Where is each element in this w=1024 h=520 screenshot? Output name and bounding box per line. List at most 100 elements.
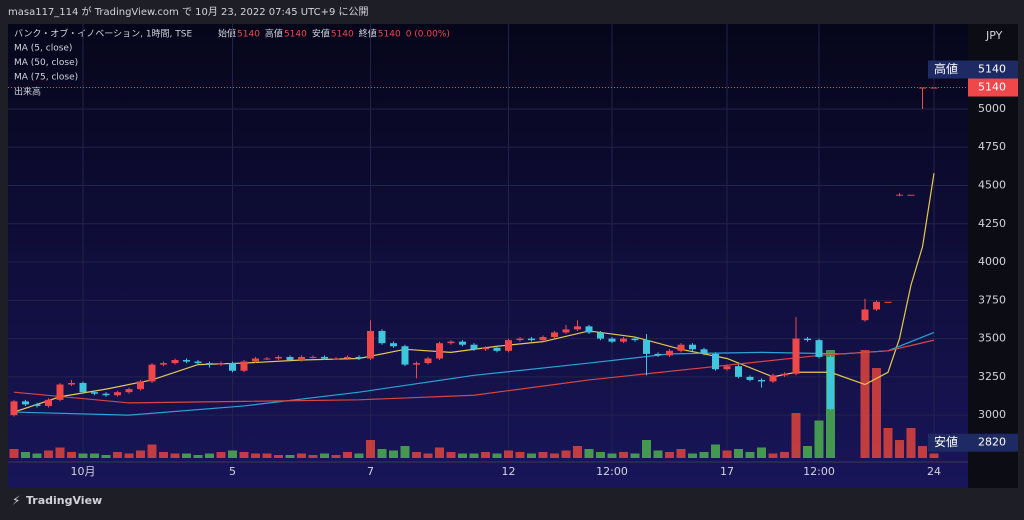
volume-bar [377,449,387,458]
legend-value: 5140 [237,30,260,40]
candle-body [102,393,110,396]
volume-bar [481,452,490,458]
candle-body [700,349,708,354]
candle-body [597,332,604,339]
candle-body [677,344,685,351]
volume-bar [331,455,341,458]
legend-ma: MA (5, close) [14,44,72,54]
volume-bar [699,452,709,458]
candle-body [10,401,18,416]
candle-body [33,404,41,406]
candle-body [746,376,754,380]
volume-bar [469,453,479,458]
candle-body [758,379,765,382]
low-label: 安値 [934,434,958,449]
candle-body [424,358,432,364]
candle-body [493,347,501,351]
y-tick-label: 4250 [978,217,1006,230]
x-tick-label: 17 [720,465,734,478]
volume-bar [412,452,421,458]
volume-bar [423,453,433,458]
volume-bar [550,453,559,458]
low-value: 2820 [978,436,1006,449]
volume-bar [147,444,157,458]
volume-bar [159,452,168,458]
candle-body [68,382,75,385]
candle-body [332,358,340,360]
candle-body [907,194,915,196]
candle-body [470,344,478,350]
candle-body [183,360,190,362]
volume-bar [297,453,306,458]
candle-body [171,360,179,364]
volume-bar [251,453,260,458]
candle-body [125,389,133,393]
candle-body [574,326,581,330]
candle-body [769,375,777,382]
volume-bar [872,368,881,458]
volume-bar [665,452,674,458]
candle-body [919,87,926,89]
volume-bar [446,452,456,458]
volume-bar [216,452,226,458]
candle-body [723,366,731,370]
legend-volume: 出来高 [14,86,41,98]
header: masa117_114 が TradingView.com で 10月 23, … [8,5,369,18]
volume-bar [803,446,812,458]
candle-body [585,326,593,333]
volume-bar [320,453,329,458]
high-label-box [928,60,1018,79]
legend-value: 5140 [378,30,401,40]
candle-body [436,343,443,359]
candle-body [896,194,903,196]
last-price: 5140 [978,81,1006,94]
candle-body [643,340,650,354]
volume-bar [515,452,525,458]
legend-value: 5140 [331,30,354,40]
candle-body [355,356,363,359]
volume-bar [124,453,134,458]
y-tick-label: 3000 [978,408,1006,421]
volume-bar [653,450,663,458]
y-tick-label: 3750 [978,293,1006,306]
volume-bar [435,447,444,458]
candle-body [344,356,351,359]
y-tick-label: 3500 [978,332,1006,345]
volume-bar [205,453,214,458]
volume-bar [791,413,801,458]
volume-bar [688,453,697,458]
currency: JPY [985,29,1003,42]
candle-body [413,363,420,365]
volume-bar [734,449,743,458]
volume-bar [285,455,295,458]
candle-body [815,340,823,357]
candle-body [551,332,558,338]
candle-body [505,340,512,351]
candle-body [229,363,236,371]
title: バンク・オブ・イノベーション, 1時間, TSE [14,28,192,40]
y-tick-label: 3250 [978,370,1006,383]
candle-body [22,401,29,405]
volume-bar [274,455,283,458]
candle-body [792,338,800,374]
candle-body [930,87,938,89]
price-axis [968,24,1018,488]
legend-value: 5140 [284,30,307,40]
volume-bar [780,452,789,458]
volume-bar [170,453,180,458]
candle-body [378,330,386,344]
volume-bar [814,420,824,458]
candle-body [884,301,892,303]
legend-label: 始値 [218,28,236,40]
x-tick-label: 10月 [71,465,96,478]
candle-body [781,373,788,376]
candle-body [194,361,202,364]
volume-bar [90,453,99,458]
candle-body [206,363,213,365]
candle-body [263,358,271,360]
volume-bar [918,446,927,458]
volume-bar [113,452,122,458]
volume-bar [136,450,145,458]
volume-bar [757,447,766,458]
